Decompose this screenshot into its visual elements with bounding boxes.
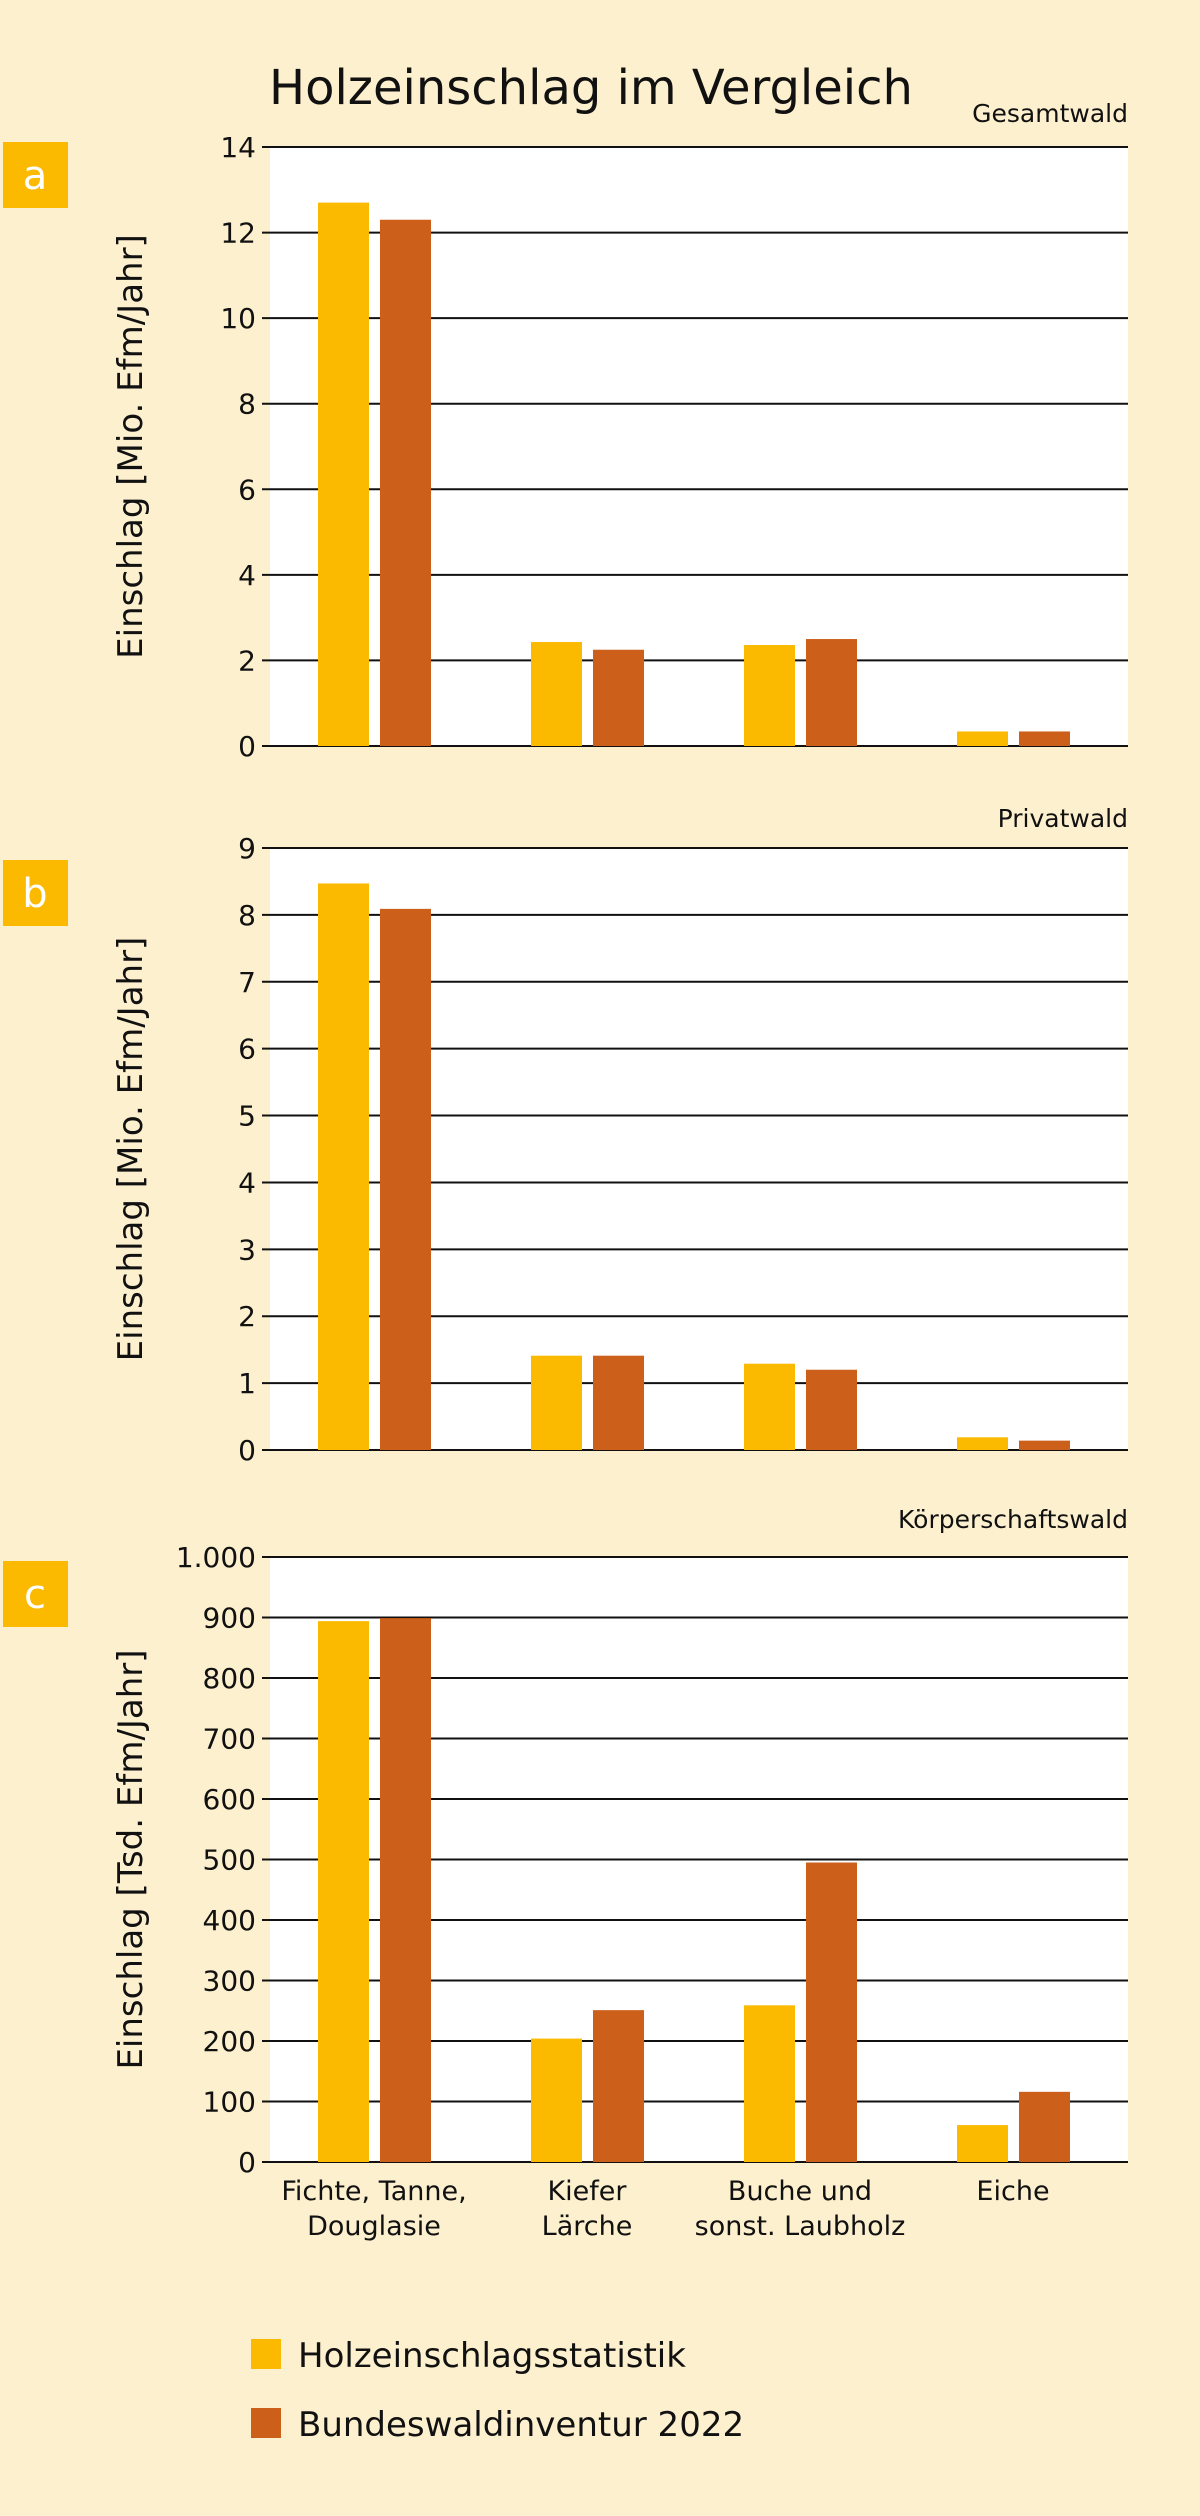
- y-tick-label: 9: [238, 832, 256, 865]
- y-tick-label: 2: [238, 644, 256, 677]
- legend-label: Holzeinschlagsstatistik: [298, 2336, 686, 2376]
- y-axis-title: Einschlag [Tsd. Efm/Jahr]: [111, 1649, 151, 2069]
- y-tick-label: 600: [203, 1783, 256, 1816]
- y-tick-label: 500: [203, 1844, 256, 1877]
- y-tick-label: 1.000: [176, 1541, 256, 1574]
- bar-holzeinschlagsstatistik-1: [531, 2038, 582, 2162]
- bar-bundeswaldinventur-0: [380, 219, 431, 746]
- y-tick-label: 5: [238, 1100, 256, 1133]
- bar-bundeswaldinventur-3: [1019, 731, 1070, 746]
- bar-holzeinschlagsstatistik-3: [957, 1437, 1008, 1450]
- bar-holzeinschlagsstatistik-2: [744, 645, 795, 746]
- y-tick-label: 0: [238, 730, 256, 763]
- panel-b: b Privatwald 0 1 2 3 4 5 6 7 8 9 Einschlag [Mio. Efm…: [3, 804, 1128, 1467]
- bar-bundeswaldinventur-2: [806, 1369, 857, 1450]
- x-tick-label: Douglasie: [307, 2211, 441, 2242]
- panel-c: c Körperschaftswald 0 100 200 300 400 500 600 700…: [3, 1505, 1128, 2179]
- chart-title: Holzeinschlag im Vergleich: [269, 60, 913, 116]
- bar-bundeswaldinventur-2: [806, 1862, 857, 2162]
- bar-holzeinschlagsstatistik-2: [744, 1363, 795, 1450]
- x-tick-label: Kiefer: [547, 2176, 627, 2207]
- panel-subtitle: Körperschaftswald: [898, 1505, 1128, 1534]
- y-tick-label: 200: [203, 2025, 256, 2058]
- y-tick-label: 0: [238, 2146, 256, 2179]
- bar-holzeinschlagsstatistik-1: [531, 1355, 582, 1450]
- panel-badge: [3, 142, 68, 208]
- y-tick-label: 4: [238, 1166, 256, 1199]
- y-tick-label: 12: [220, 217, 256, 250]
- panel-a: a Gesamtwald 0 2 4 6 8 10 12 14 Einschlag [Mio. Ef…: [3, 99, 1128, 763]
- x-tick-label: Lärche: [542, 2211, 633, 2242]
- y-tick-label: 400: [203, 1904, 256, 1937]
- panel-subtitle: Gesamtwald: [972, 99, 1128, 128]
- bar-bundeswaldinventur-3: [1019, 1440, 1070, 1450]
- legend-label: Bundeswaldinventur 2022: [298, 2405, 744, 2445]
- bar-bundeswaldinventur-3: [1019, 2091, 1070, 2162]
- panel-letter: c: [24, 1572, 46, 1618]
- y-axis-title: Einschlag [Mio. Efm/Jahr]: [111, 937, 151, 1362]
- bar-holzeinschlagsstatistik-2: [744, 2005, 795, 2162]
- y-tick-label: 8: [238, 388, 256, 421]
- y-tick-label: 7: [238, 966, 256, 999]
- bar-holzeinschlagsstatistik-0: [318, 202, 369, 746]
- bar-holzeinschlagsstatistik-0: [318, 883, 369, 1450]
- y-tick-label: 8: [238, 899, 256, 932]
- bar-bundeswaldinventur-1: [593, 1355, 644, 1450]
- bar-holzeinschlagsstatistik-1: [531, 642, 582, 746]
- y-tick-label: 900: [203, 1602, 256, 1635]
- y-tick-label: 3: [238, 1233, 256, 1266]
- y-tick-label: 6: [238, 473, 256, 506]
- x-tick-label: Buche und: [728, 2176, 872, 2207]
- y-tick-label: 6: [238, 1033, 256, 1066]
- y-tick-label: 800: [203, 1662, 256, 1695]
- y-tick-label: 10: [220, 302, 256, 335]
- bar-holzeinschlagsstatistik-3: [957, 2125, 1008, 2162]
- y-tick-label: 100: [203, 2086, 256, 2119]
- panel-letter: b: [22, 871, 47, 917]
- legend-swatch: [251, 2408, 281, 2438]
- bar-holzeinschlagsstatistik-3: [957, 731, 1008, 746]
- y-tick-label: 0: [238, 1434, 256, 1467]
- bar-bundeswaldinventur-2: [806, 639, 857, 746]
- panel-badge: [3, 1561, 68, 1627]
- y-tick-label: 2: [238, 1300, 256, 1333]
- y-tick-label: 700: [203, 1723, 256, 1756]
- bar-bundeswaldinventur-1: [593, 649, 644, 746]
- panel-subtitle: Privatwald: [998, 804, 1128, 833]
- bar-bundeswaldinventur-0: [380, 908, 431, 1450]
- legend-swatch: [251, 2339, 281, 2369]
- x-tick-label: Eiche: [976, 2176, 1049, 2207]
- panel-letter: a: [23, 153, 48, 199]
- y-tick-label: 300: [203, 1965, 256, 1998]
- bar-holzeinschlagsstatistik-0: [318, 1621, 369, 2162]
- y-tick-label: 1: [238, 1367, 256, 1400]
- panel-badge: [3, 860, 68, 926]
- x-tick-label: sonst. Laubholz: [695, 2211, 906, 2242]
- y-tick-label: 4: [238, 559, 256, 592]
- y-tick-label: 14: [220, 131, 256, 164]
- y-axis-title: Einschlag [Mio. Efm/Jahr]: [111, 234, 151, 659]
- bar-bundeswaldinventur-1: [593, 2010, 644, 2162]
- bar-bundeswaldinventur-0: [380, 1618, 431, 2162]
- x-tick-label: Fichte, Tanne,: [281, 2176, 466, 2207]
